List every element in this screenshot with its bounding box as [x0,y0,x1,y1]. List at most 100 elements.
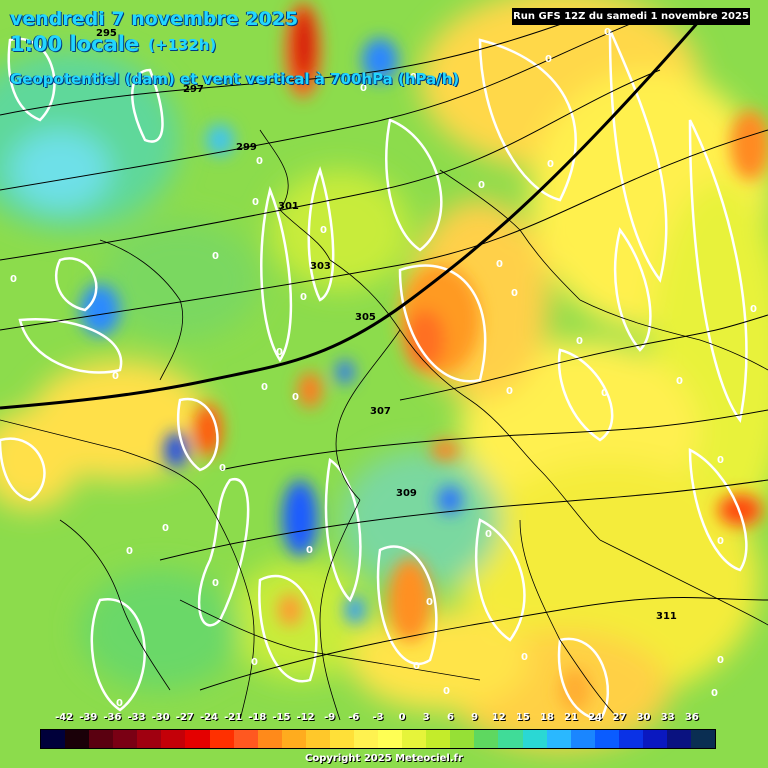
zero-label: 0 [717,655,724,666]
legend-swatch [498,730,523,748]
zero-label: 0 [251,657,258,668]
legend-label: 30 [636,712,651,723]
parameter-title: Geopotentiel (dam) et vent vertical à 70… [10,70,460,88]
legend-label: 15 [515,712,530,723]
zero-label: 0 [711,688,718,699]
legend-label: -9 [324,712,336,723]
legend-swatch [329,730,355,748]
contour-labels: 295 297 299 301 303 305 307 309 311 [96,28,677,622]
legend-label: 3 [422,712,430,723]
legend-label: 18 [540,712,554,723]
forecast-date: vendredi 7 novembre 2025 [10,8,299,30]
legend-swatch [570,730,595,748]
zero-label: 0 [676,376,683,387]
legend-label: -18 [248,712,267,723]
legend-swatch [378,730,403,748]
zero-label: 0 [478,180,485,191]
zero-label: 0 [413,661,420,672]
zero-label: 0 [717,455,724,466]
zero-label: 0 [604,27,611,38]
contour-label: 303 [310,261,331,272]
legend-bar [40,729,716,749]
zero-label: 0 [276,347,283,358]
legend-swatch [65,730,90,748]
zero-label: 0 [252,197,259,208]
legend-swatch [161,730,186,748]
copyright: Copyright 2025 Meteociel.fr [305,753,463,764]
zero-label: 0 [511,288,518,299]
legend-label: -30 [151,712,170,723]
run-banner: Run GFS 12Z du samedi 1 novembre 2025 [512,8,750,25]
zero-label: 0 [300,292,307,303]
legend-label: 9 [471,712,479,723]
legend-label: -21 [224,712,243,723]
legend-swatch [257,730,282,748]
legend-swatch [691,730,716,748]
zero-label: 0 [306,545,313,556]
zero-label: 0 [219,463,226,474]
country-borders [0,129,768,721]
legend-swatch [522,730,547,748]
legend-swatch [305,730,330,748]
contour-label: 307 [370,406,391,417]
zero-label: 0 [547,159,554,170]
zero-label: 0 [506,386,513,397]
legend-swatch [642,730,668,748]
zero-label: 0 [256,156,263,167]
zero-label: 0 [261,382,268,393]
zero-labels: 0 0 0 0 0 0 0 0 0 0 0 0 0 0 0 0 0 0 0 0 0 0 0 0 0 0 0 0 0 0 0 0 0 0 0 0 0 0 0 [10,27,757,709]
legend-swatch [137,730,162,748]
zero-label: 0 [496,259,503,270]
contour-label: 299 [236,142,257,153]
legend-label: 0 [398,712,406,723]
contour-label: 309 [396,488,417,499]
legend-label: -27 [175,712,194,723]
legend-swatch [667,730,692,748]
zero-label: 0 [292,392,299,403]
contour-label: 297 [183,84,204,95]
zero-label: 0 [717,536,724,547]
zero-label: 0 [112,371,119,382]
legend-label: -15 [272,712,291,723]
legend-label: 36 [684,712,699,723]
legend-swatch [402,730,427,748]
legend-swatch [281,730,306,748]
zero-label: 0 [545,54,552,65]
legend-swatch [89,730,114,748]
contour-label: 301 [278,201,299,212]
legend-labels: -42 -39 -36 -33 -30 -27 -24 -21 -18 -15 -12 -9 -6 -3 0… [40,712,716,729]
legend-label: 24 [588,712,603,723]
zero-label: 0 [320,225,327,236]
legend-swatch [41,730,66,748]
zero-label: 0 [162,523,169,534]
legend-label: -33 [127,712,146,723]
legend-swatch [113,730,138,748]
legend-swatch [618,730,643,748]
zero-label: 0 [212,578,219,589]
legend-swatch [185,730,210,748]
legend-label: -24 [199,712,219,723]
legend-label: -6 [348,712,360,723]
zero-label: 0 [10,274,17,285]
contour-label: 305 [355,312,376,323]
legend-swatch [233,730,258,748]
geopotential-contours [0,9,768,691]
legend-label: 21 [564,712,579,723]
zero-label: 0 [576,336,583,347]
zero-label: 0 [426,597,433,608]
zero-label: 0 [410,72,417,83]
zero-isolines [0,29,748,722]
zero-label: 0 [750,304,757,315]
contour-label: 311 [656,611,677,622]
legend-label: -12 [296,712,315,723]
legend-swatch [546,730,571,748]
geopotential-305-contour [0,19,702,410]
legend-label: -3 [372,712,384,723]
legend-swatch [426,730,451,748]
zero-label: 0 [360,83,367,94]
legend-label: 12 [491,712,506,723]
legend-swatch [594,730,619,748]
legend-swatch [354,730,379,748]
